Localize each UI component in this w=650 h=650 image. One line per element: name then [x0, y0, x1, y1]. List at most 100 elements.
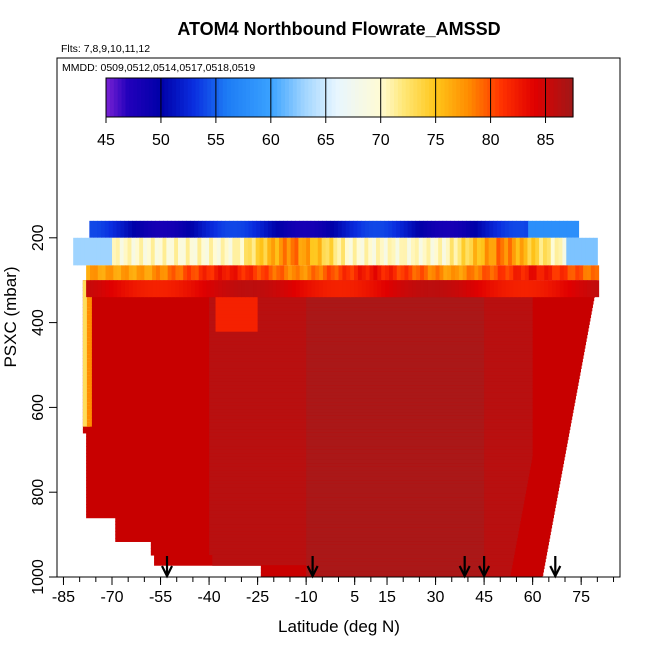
field-strip: [517, 265, 522, 281]
field-cell: [82, 320, 90, 325]
field-strip: [524, 280, 530, 298]
field-strip: [575, 265, 580, 281]
colorbar-swatch: [214, 78, 220, 117]
field-cell: [215, 310, 258, 315]
field-strip: [291, 280, 297, 298]
field-strip: [140, 280, 145, 298]
flights-label: Flts: 7,8,9,10,11,12: [61, 43, 150, 55]
field-cell: [215, 320, 258, 325]
field-strip: [326, 220, 331, 238]
field-strip: [532, 265, 538, 281]
field-cell: [306, 517, 485, 522]
field-strip: [542, 237, 548, 266]
missing-data-arrows: [161, 556, 562, 579]
field-strip: [442, 220, 448, 238]
field-strip: [439, 280, 444, 298]
field-strip: [167, 220, 172, 238]
colorbar: [105, 77, 574, 118]
field-strip: [272, 280, 277, 298]
field-strip: [112, 220, 118, 238]
field-strip: [117, 280, 122, 298]
field-strip: [559, 220, 564, 238]
field-cell: [306, 324, 485, 329]
field-strip: [128, 220, 133, 238]
field-cell: [86, 320, 92, 325]
field-strip: [295, 265, 301, 281]
colorbar-swatch: [242, 78, 247, 117]
field-strip: [162, 237, 167, 266]
colorbar-swatch: [502, 78, 508, 117]
field-strip: [209, 237, 214, 266]
colorbar-swatch: [261, 78, 267, 117]
field-strip: [307, 265, 312, 281]
colorbar-swatch: [269, 78, 274, 117]
x-tick-label: 60: [524, 589, 542, 606]
field-strip: [288, 265, 293, 281]
field-strip: [388, 280, 394, 298]
field-cell: [82, 385, 90, 390]
field-strip: [253, 280, 258, 298]
field-cell: [82, 409, 90, 414]
field-strip: [112, 237, 117, 266]
field-strip: [341, 220, 347, 238]
colorbar-swatch: [179, 78, 185, 117]
field-strip: [423, 220, 428, 238]
field-strip: [163, 280, 169, 298]
field-cell: [306, 320, 485, 325]
field-cell: [306, 388, 485, 393]
field-strip: [442, 237, 447, 266]
field-strip: [167, 280, 173, 298]
field-strip: [286, 237, 292, 266]
field-cell: [86, 409, 92, 414]
field-strip: [214, 280, 219, 298]
field-strip: [570, 220, 576, 238]
field-strip: [310, 220, 316, 238]
field-strip: [237, 265, 242, 281]
colorbar-swatch: [362, 78, 368, 117]
field-strip: [540, 280, 545, 298]
field-cell: [215, 314, 258, 319]
field-strip: [513, 280, 518, 298]
field-strip: [260, 280, 266, 298]
field-strip: [461, 237, 466, 266]
field-strip: [524, 265, 530, 281]
x-axis: -85 -70 -55 -40 -25 -10 5 15 30 45 60 75: [52, 577, 615, 606]
field-strip: [97, 280, 103, 298]
field-strip: [520, 220, 525, 238]
colorbar-swatch: [397, 78, 403, 117]
field-strip: [322, 280, 328, 298]
field-strip: [216, 237, 222, 266]
colorbar-swatch: [234, 78, 239, 117]
field-strip: [201, 237, 206, 266]
field-cell: [306, 537, 485, 542]
colorbar-swatch: [172, 78, 177, 117]
field-strip: [396, 280, 402, 298]
field-strip: [392, 265, 398, 281]
field-strip: [171, 280, 176, 298]
field-strip: [462, 280, 468, 298]
colorbar-swatch: [351, 78, 356, 117]
field-strip: [571, 280, 576, 298]
colorbar-swatch: [141, 78, 146, 117]
field-strip: [360, 237, 365, 266]
field-strip: [154, 237, 160, 266]
field-cell: [306, 337, 485, 342]
field-strip: [508, 220, 514, 238]
field-strip: [194, 220, 199, 238]
field-strip: [426, 237, 431, 266]
field-cell: [306, 381, 485, 386]
field-strip: [101, 220, 106, 238]
field-strip: [593, 237, 598, 266]
field-strip: [478, 265, 483, 281]
field-cell: [306, 449, 485, 454]
field-strip: [377, 280, 382, 298]
field-strip: [547, 220, 552, 238]
field-strip: [423, 280, 429, 298]
field-strip: [148, 280, 153, 298]
field-cell: [306, 551, 485, 556]
field-strip: [252, 220, 257, 238]
field-strip: [392, 280, 398, 298]
field-cell: [306, 558, 485, 563]
field-strip: [431, 265, 437, 281]
field-strip: [550, 237, 556, 266]
